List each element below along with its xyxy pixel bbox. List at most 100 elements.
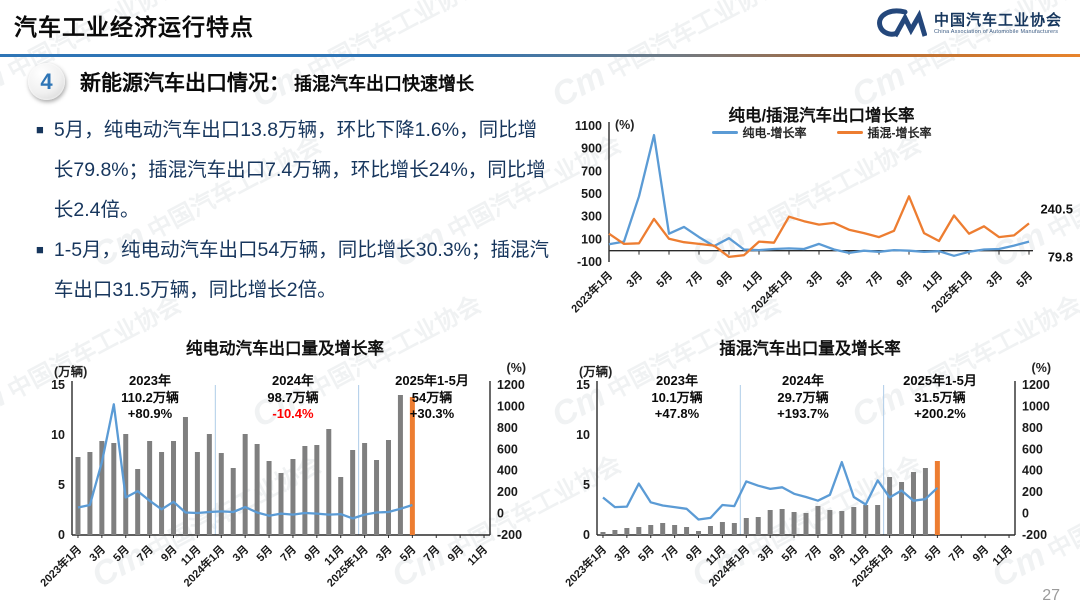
bar [206,434,212,535]
svg-text:9月: 9月 [683,543,704,564]
bar [910,472,916,535]
legend-item-phev: 插混-增长率 [836,124,932,141]
right-axis-unit: (%) [1031,361,1051,375]
bar [660,523,666,535]
svg-text:900: 900 [581,142,602,156]
svg-text:15: 15 [51,378,65,392]
svg-text:800: 800 [1022,421,1043,435]
svg-text:400: 400 [1022,464,1043,478]
bullet-text: 1-5月，纯电动汽车出口54万辆，同比增长30.3%；插混汽车出口31.5万辆，… [53,239,550,301]
bullet-text: 5月，纯电动汽车出口13.8万辆，环比下降1.6%，同比增长79.8%；插混汽车… [53,119,546,221]
chart-title: 插混汽车出口量及增长率 [719,340,901,358]
bar [123,434,129,535]
legend-line-swatch [836,130,863,135]
svg-text:3月: 3月 [755,543,776,564]
bar [266,461,272,535]
section-number: 4 [40,68,53,94]
bar [159,452,165,535]
svg-text:9月: 9月 [827,543,848,564]
annotation-2025: 2025年1-5月 31.5万辆 +200.2% [903,373,977,421]
series-line [608,195,1030,259]
svg-text:600: 600 [1022,442,1043,456]
growth-line [77,403,413,520]
svg-text:5月: 5月 [111,543,132,564]
caam-logo: 中国汽车工业协会 China Association of Automobile… [875,6,1062,42]
bar [230,468,236,535]
bar [707,526,713,535]
svg-text:9月: 9月 [894,269,915,290]
bullet-list: ■ 5月，纯电动汽车出口13.8万辆，环比下降1.6%，同比增长79.8%；插混… [36,110,552,310]
svg-text:11月: 11月 [990,543,1015,568]
bar [803,513,809,535]
bar [409,397,415,535]
svg-text:3月: 3月 [804,269,825,290]
bar [362,443,368,535]
bullet-square-icon: ■ [36,122,44,137]
bar [397,395,403,535]
bar [922,468,928,535]
svg-text:7月: 7月 [684,269,705,290]
bar [218,453,224,535]
bar [743,518,749,535]
svg-text:7月: 7月 [803,543,824,564]
bar [827,510,833,535]
svg-text:0: 0 [583,528,590,542]
svg-text:9月: 9月 [714,269,735,290]
bar [899,482,905,535]
logo-name-cn: 中国汽车工业协会 [933,11,1062,29]
svg-text:11月: 11月 [465,543,490,568]
svg-text:3月: 3月 [230,543,251,564]
chart-legend: 纯电-增长率 插混-增长率 [563,124,1080,141]
annotation-2025: 2025年1-5月 54万辆 +30.3% [395,373,469,421]
svg-text:700: 700 [581,164,602,178]
bar [684,527,690,535]
bar [350,450,356,535]
svg-text:1000: 1000 [1022,399,1050,413]
bar [612,530,618,535]
svg-text:3月: 3月 [612,543,633,564]
bar [314,445,320,535]
section-title: 新能源汽车出口情况： [80,72,290,95]
annotation-2023: 2023年 10.1万辆 +47.8% [651,373,703,421]
section-heading: 新能源汽车出口情况： 插混汽车出口快速增长 [80,67,474,97]
bar [636,527,642,535]
svg-text:500: 500 [581,187,602,201]
svg-text:10: 10 [576,428,590,442]
header-divider [0,54,1080,57]
svg-text:0: 0 [1022,507,1029,521]
svg-text:9月: 9月 [302,543,323,564]
bar [385,440,391,535]
svg-text:5月: 5月 [834,269,855,290]
svg-text:5: 5 [583,478,590,492]
svg-text:1000: 1000 [497,399,525,413]
chart-bev-export-volume: 纯电动汽车出口量及增长率 (万辆) (%) 2023年 110.2万辆 +80.… [30,333,540,607]
svg-text:0: 0 [497,507,504,521]
svg-text:300: 300 [581,210,602,224]
annotation-2024: 2024年 98.7万辆 -10.4% [267,373,319,421]
bar [887,477,893,535]
bar [302,446,308,535]
bar [815,506,821,535]
svg-text:7月: 7月 [864,269,885,290]
svg-text:5月: 5月 [254,543,275,564]
bar [839,511,845,535]
legend-line-swatch [711,130,738,135]
svg-text:11月: 11月 [740,269,765,294]
svg-text:79.8: 79.8 [1048,250,1073,265]
svg-text:7月: 7月 [278,543,299,564]
y-axis-unit: (%) [615,118,635,132]
bar [934,461,940,535]
legend-label: 纯电-增长率 [742,126,807,140]
bar [290,459,296,535]
logo-name-en: China Association of Automobile Manufact… [933,29,1059,36]
bar [779,509,785,535]
chart-title: 纯电动汽车出口量及增长率 [186,340,384,358]
svg-text:15: 15 [576,378,590,392]
page-title: 汽车工业经济运行特点 [14,14,254,40]
svg-text:-200: -200 [1022,528,1047,542]
svg-text:5月: 5月 [397,543,418,564]
bar [672,525,678,535]
svg-text:7月: 7月 [946,543,967,564]
